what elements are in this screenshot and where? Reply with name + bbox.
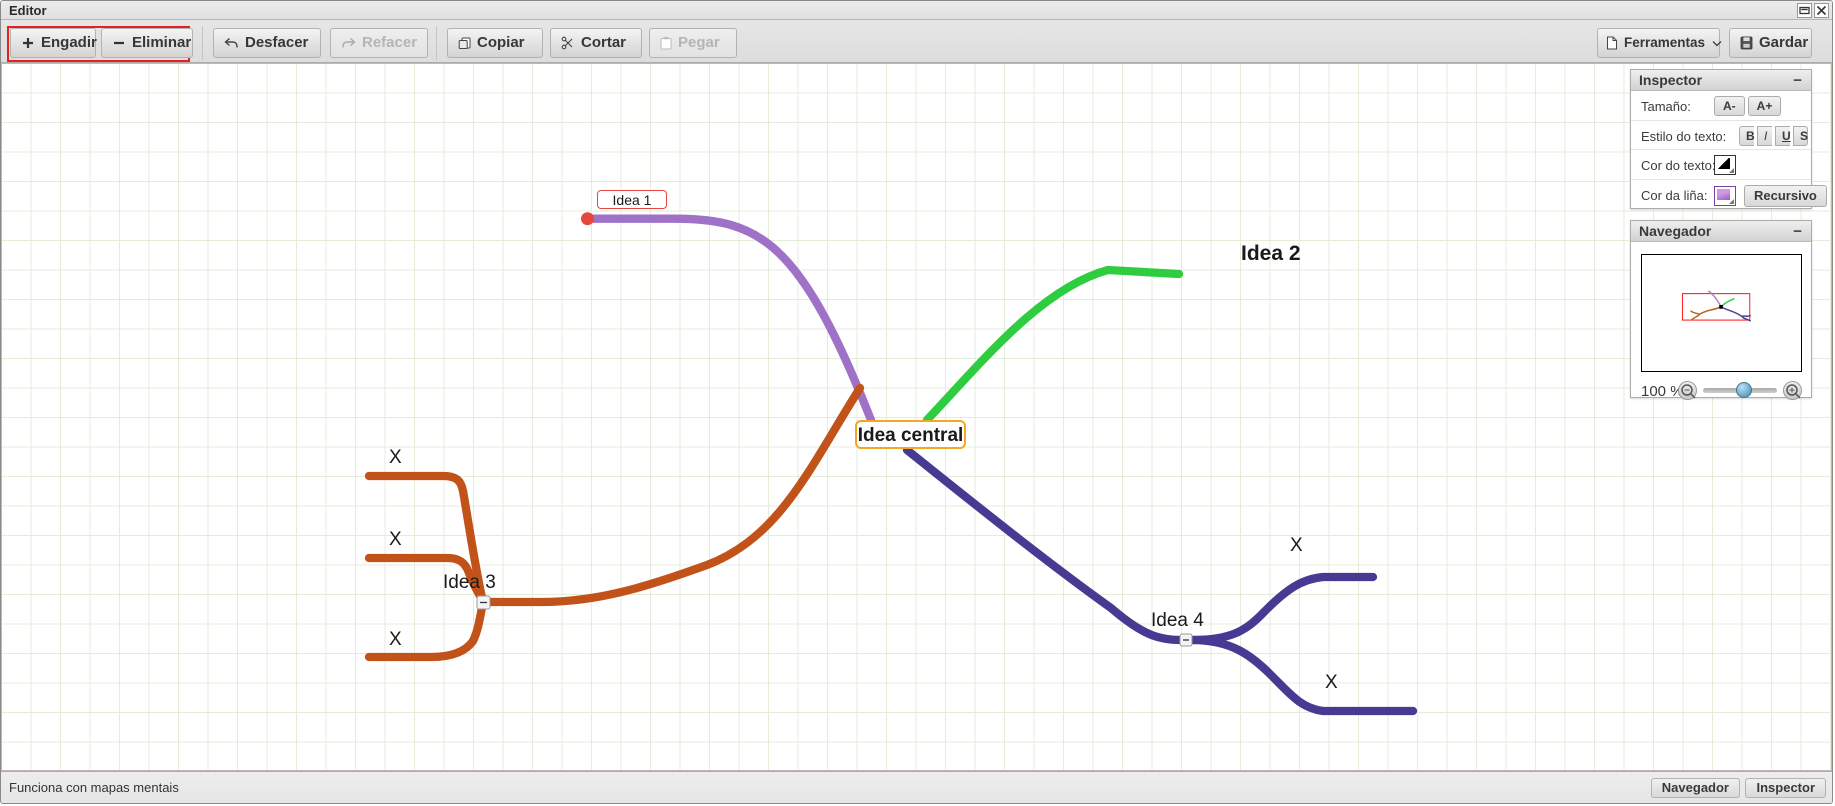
svg-text:X: X [1325,672,1338,693]
svg-text:Idea 4: Idea 4 [1151,610,1204,631]
svg-text:Idea 2: Idea 2 [1241,242,1301,265]
svg-text:X: X [389,629,402,650]
svg-text:X: X [1290,535,1303,556]
svg-text:X: X [389,529,402,550]
svg-text:Idea 3: Idea 3 [443,572,496,593]
svg-text:X: X [389,447,402,468]
